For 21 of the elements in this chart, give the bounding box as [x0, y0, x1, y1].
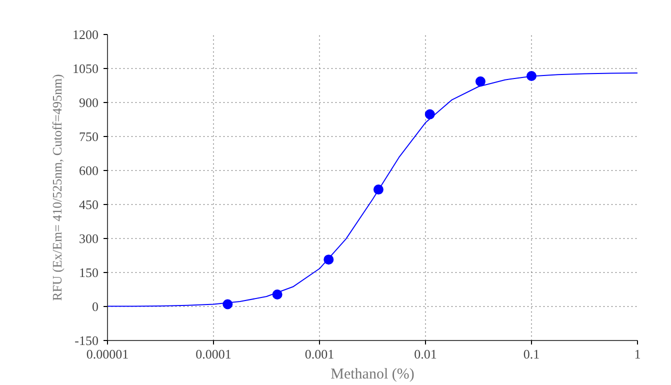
x-tick-label: 0.01 [414, 346, 437, 362]
x-tick-label: 0.1 [523, 346, 540, 362]
y-tick-label: 600 [79, 163, 98, 178]
y-tick-label: 150 [79, 265, 98, 280]
y-tick-label: 1050 [72, 61, 98, 76]
y-tick-label: 750 [79, 129, 98, 144]
y-tick-label: 0 [92, 299, 98, 314]
x-tick-label: 0.0001 [196, 346, 232, 362]
y-tick-label: -150 [74, 333, 99, 348]
line-series [108, 72, 638, 307]
y-axis-title: RFU (Ex/Em= 410/525nm, Cutoff=495nm) [50, 74, 64, 301]
x-tick-label: 0.001 [304, 346, 334, 362]
x-tick-label: 0.00001 [86, 346, 129, 362]
point [475, 76, 486, 86]
y-tick-label: 1200 [72, 27, 98, 42]
y-tick-label: 300 [79, 231, 98, 246]
point [424, 109, 435, 120]
x-tick-label: 1 [634, 346, 641, 362]
y-tick-label: 450 [79, 197, 98, 212]
y-tick-label: 900 [79, 95, 98, 110]
x-axis-title: Methanol (%) [330, 366, 414, 382]
